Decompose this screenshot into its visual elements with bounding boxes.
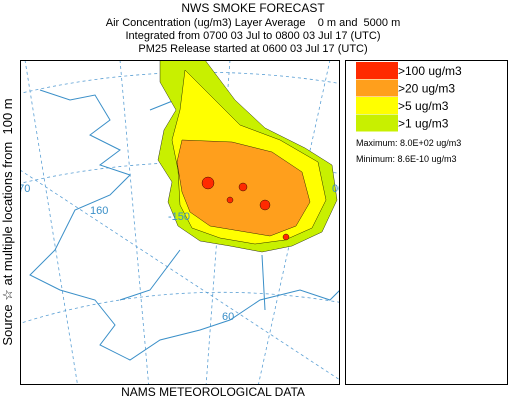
legend-swatch xyxy=(356,114,398,132)
map-label: 170 xyxy=(12,183,30,195)
footer: NAMS METEOROLOGICAL DATA xyxy=(121,385,305,399)
subtitle: PM25 Release started at 0600 03 Jul 17 (… xyxy=(138,43,367,55)
map-label: -150 xyxy=(168,211,190,223)
title: NWS SMOKE FORECAST xyxy=(181,1,325,15)
subtitle: Integrated from 0700 03 Jul to 0800 03 J… xyxy=(126,30,381,42)
map-frame xyxy=(20,60,340,385)
legend-label: >1 ug/m3 xyxy=(398,117,449,131)
legend-label: >5 ug/m3 xyxy=(398,99,449,113)
map-label: 160 xyxy=(90,205,108,217)
legend-swatch xyxy=(356,62,398,79)
map: 170 160 -150 60 00 xyxy=(12,61,344,384)
legend-swatch xyxy=(356,97,398,114)
legend-frame xyxy=(345,60,508,385)
legend-swatch xyxy=(356,79,398,97)
legend-minimum: Minimum: 8.6E-10 ug/m3 xyxy=(356,154,457,164)
legend-maximum: Maximum: 8.0E+02 ug/m3 xyxy=(356,138,461,148)
subtitle: Air Concentration (ug/m3) Layer Average … xyxy=(106,17,401,29)
legend: >100 ug/m3 >20 ug/m3 >5 ug/m3 >1 ug/m3 xyxy=(356,62,462,132)
legend-label: >100 ug/m3 xyxy=(398,64,462,78)
source-label: Source ☆ at multiple locations from 100 … xyxy=(0,98,15,345)
legend-label: >20 ug/m3 xyxy=(398,82,455,96)
map-label: 00 xyxy=(332,183,344,195)
map-label: 60 xyxy=(222,311,234,323)
plume-core xyxy=(201,176,290,241)
